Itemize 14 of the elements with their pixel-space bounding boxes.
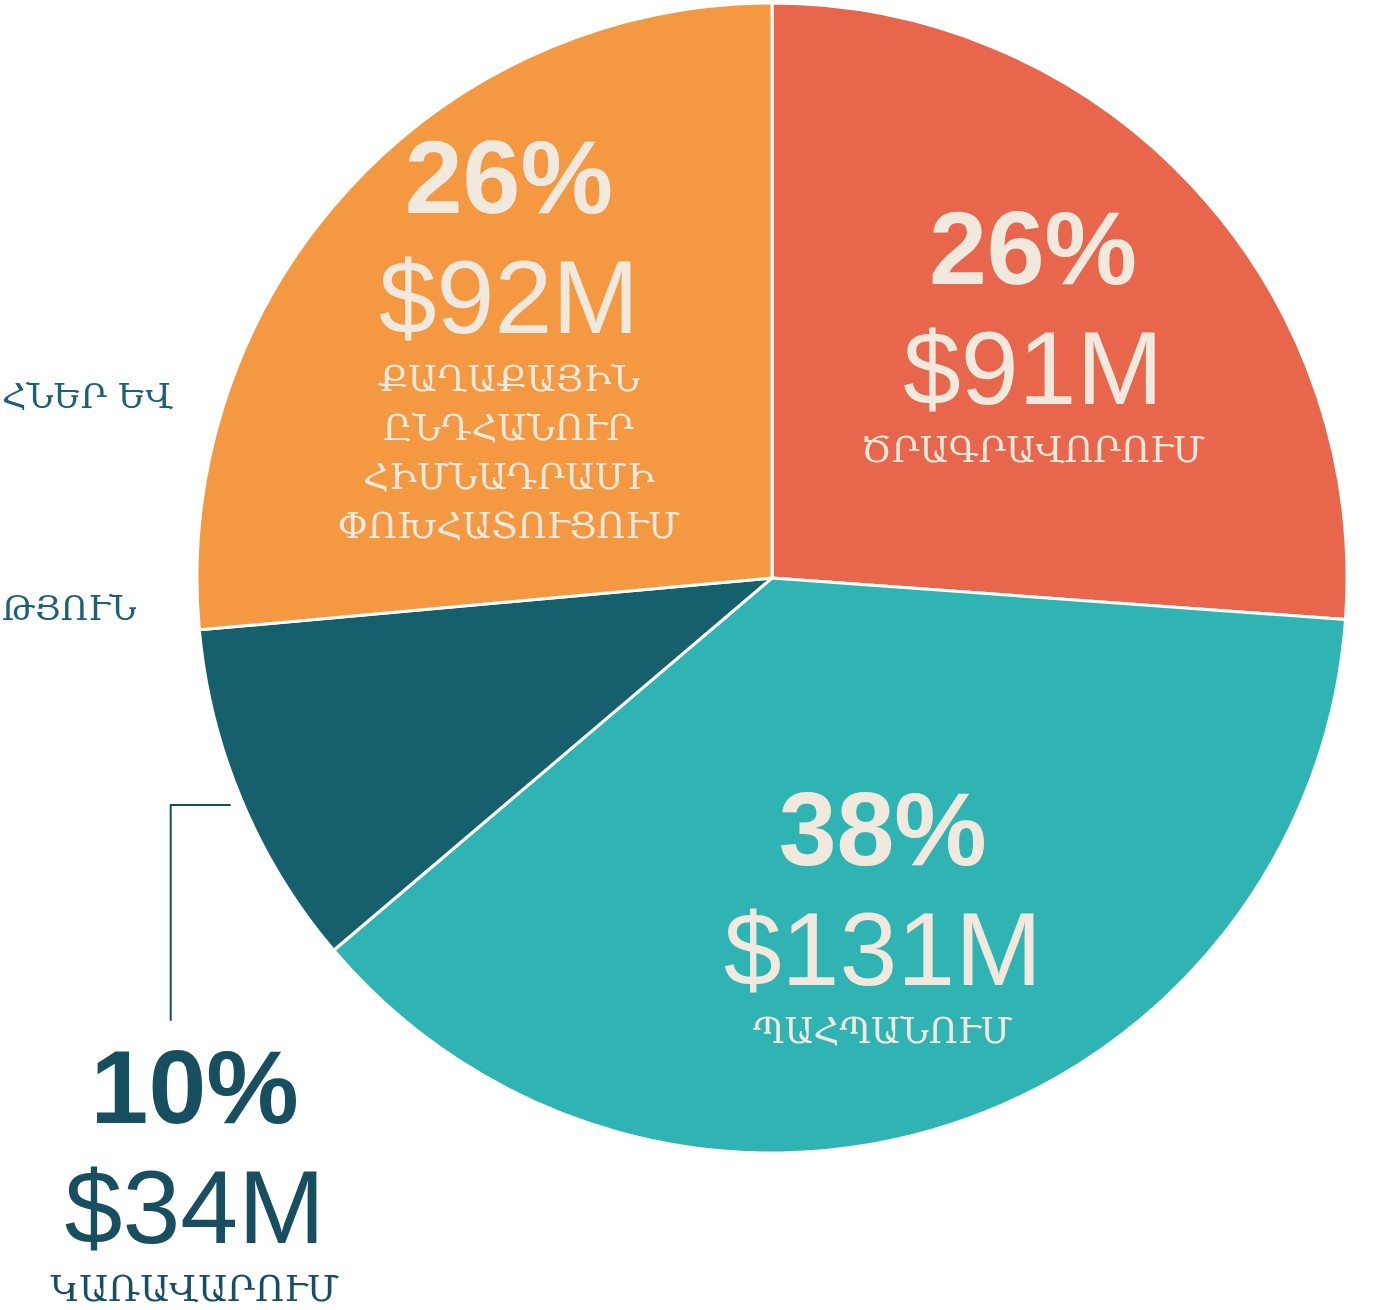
text: 26%: [404, 118, 613, 235]
text: ՀՆԵՐ ԵՎ: [2, 376, 174, 416]
data-label: $34M: [64, 1148, 325, 1265]
text: 10%: [90, 1028, 299, 1145]
data-label: $91M: [902, 309, 1164, 426]
text: 26%: [928, 189, 1138, 306]
data-label: $131M: [723, 891, 1042, 1008]
slice-label: ՊԱՀՊԱՆՈՒՄ: [752, 1010, 1014, 1052]
slice-label: ԾՐԱԳՐԱՎՈՐՈՒՄ: [861, 428, 1206, 470]
slice-label: ՔԱՂԱՔԱՅԻՆ ԸՆԴՀԱՆՈՒՐ ՀԻՄՆԱԴՐԱՄԻ ՓՈԽՀԱՏՈՒՑՈՒՄ: [337, 357, 681, 546]
text: ԹՅՈՒՆ: [2, 588, 137, 628]
slice-label: ԿԱՌԱՎԱՐՈՒՄ: [50, 1267, 340, 1309]
data-label: $92M: [378, 238, 639, 355]
text: 38%: [778, 771, 987, 888]
